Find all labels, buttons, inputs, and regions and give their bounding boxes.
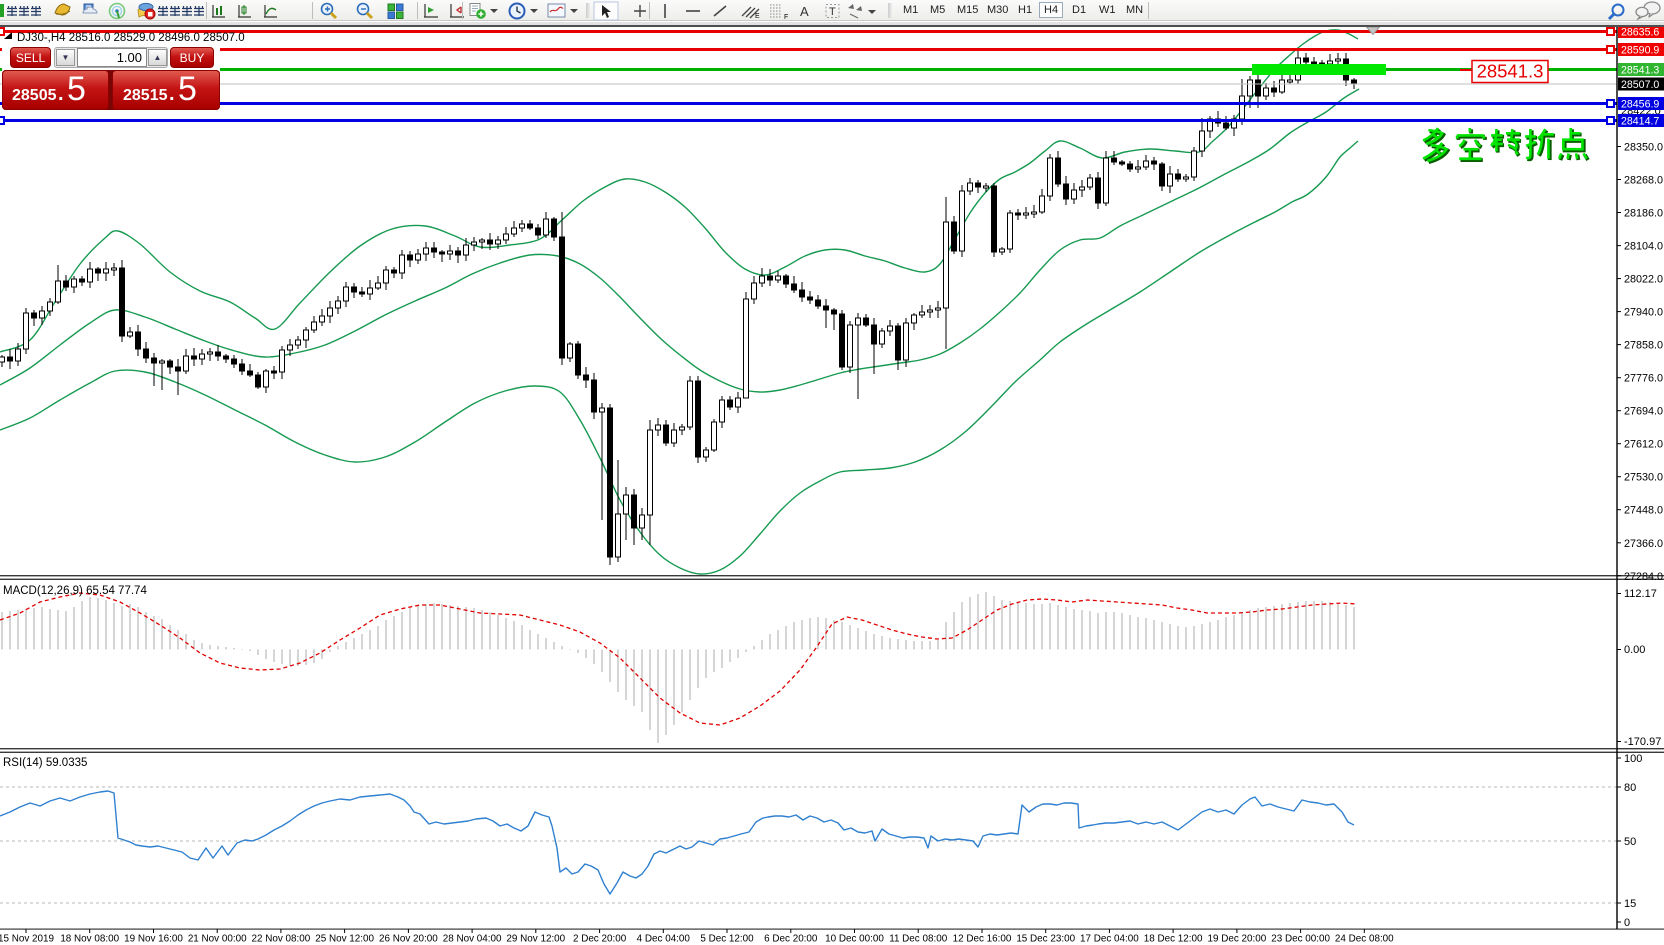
svg-text:50: 50: [1624, 836, 1636, 848]
svg-text:27612.0: 27612.0: [1624, 439, 1663, 451]
svg-text:23 Dec 00:00: 23 Dec 00:00: [1271, 934, 1330, 945]
svg-text:28350.0: 28350.0: [1624, 142, 1663, 154]
svg-text:27694.0: 27694.0: [1624, 406, 1663, 418]
svg-text:28635.6: 28635.6: [1621, 27, 1659, 39]
svg-text:100: 100: [1624, 753, 1642, 765]
svg-text:112.17: 112.17: [1624, 588, 1657, 600]
svg-text:12 Dec 16:00: 12 Dec 16:00: [953, 934, 1012, 945]
svg-text:10 Dec 00:00: 10 Dec 00:00: [825, 934, 884, 945]
svg-text:RSI(14) 59.0335: RSI(14) 59.0335: [3, 757, 87, 769]
svg-text:28507.0: 28507.0: [1621, 79, 1659, 91]
svg-text:28186.0: 28186.0: [1624, 208, 1663, 220]
svg-text:27530.0: 27530.0: [1624, 472, 1663, 484]
svg-text:29 Nov 12:00: 29 Nov 12:00: [506, 934, 565, 945]
svg-text:F: F: [784, 14, 788, 21]
svg-text:28541.3: 28541.3: [1477, 61, 1544, 82]
svg-text:27448.0: 27448.0: [1624, 505, 1663, 517]
svg-text:28590.9: 28590.9: [1621, 45, 1659, 57]
svg-text:A: A: [800, 4, 809, 19]
svg-text:27366.0: 27366.0: [1624, 538, 1663, 550]
svg-text:28268.0: 28268.0: [1624, 175, 1663, 187]
svg-text:80: 80: [1624, 782, 1636, 794]
svg-text:6 Dec 20:00: 6 Dec 20:00: [764, 934, 818, 945]
svg-text:28414.7: 28414.7: [1621, 116, 1659, 128]
svg-text:28456.9: 28456.9: [1621, 99, 1659, 111]
svg-text:17 Dec 04:00: 17 Dec 04:00: [1080, 934, 1139, 945]
svg-text:11 Dec 08:00: 11 Dec 08:00: [889, 934, 948, 945]
svg-text:4 Dec 04:00: 4 Dec 04:00: [637, 934, 691, 945]
svg-text:27858.0: 27858.0: [1624, 340, 1663, 352]
svg-text:25 Nov 12:00: 25 Nov 12:00: [315, 934, 374, 945]
svg-text:T: T: [829, 6, 836, 18]
svg-text:19 Nov 16:00: 19 Nov 16:00: [124, 934, 183, 945]
svg-text:DJ30-,H4 28516.0 28529.0 2849: DJ30-,H4 28516.0 28529.0 28496.0 28507.0: [17, 32, 245, 44]
svg-text:15: 15: [1624, 898, 1636, 910]
svg-text:E: E: [755, 13, 760, 20]
svg-text:28 Nov 04:00: 28 Nov 04:00: [443, 934, 502, 945]
svg-text:15 Nov 2019: 15 Nov 2019: [0, 934, 55, 945]
svg-text:28541.3: 28541.3: [1621, 65, 1659, 77]
svg-text:21 Nov 00:00: 21 Nov 00:00: [188, 934, 247, 945]
svg-text:22 Nov 08:00: 22 Nov 08:00: [252, 934, 311, 945]
svg-text:28104.0: 28104.0: [1624, 241, 1663, 253]
svg-text:28022.0: 28022.0: [1624, 274, 1663, 286]
svg-text:18 Nov 08:00: 18 Nov 08:00: [60, 934, 119, 945]
svg-text:0.00: 0.00: [1624, 644, 1645, 656]
svg-text:27940.0: 27940.0: [1624, 307, 1663, 319]
svg-text:27776.0: 27776.0: [1624, 373, 1663, 385]
svg-text:0: 0: [1624, 917, 1630, 929]
svg-text:19 Dec 20:00: 19 Dec 20:00: [1208, 934, 1267, 945]
svg-text:27284.0: 27284.0: [1624, 571, 1663, 583]
svg-text:24 Dec 08:00: 24 Dec 08:00: [1335, 934, 1394, 945]
svg-text:MACD(12,26,9) 65.54 77.74: MACD(12,26,9) 65.54 77.74: [3, 585, 147, 597]
svg-text:18 Dec 12:00: 18 Dec 12:00: [1144, 934, 1203, 945]
svg-text:26 Nov 20:00: 26 Nov 20:00: [379, 934, 438, 945]
svg-text:5 Dec 12:00: 5 Dec 12:00: [700, 934, 754, 945]
svg-text:2 Dec 20:00: 2 Dec 20:00: [573, 934, 627, 945]
svg-text:15 Dec 23:00: 15 Dec 23:00: [1016, 934, 1075, 945]
svg-text:-170.97: -170.97: [1624, 736, 1661, 748]
